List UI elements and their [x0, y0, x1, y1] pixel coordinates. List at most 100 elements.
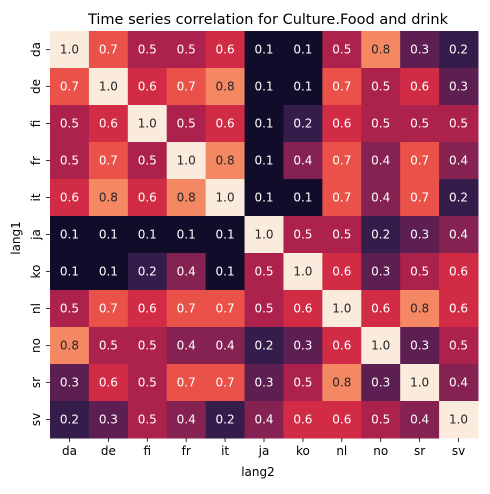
heatmap-cell-da-fi: [127, 31, 168, 69]
cell-value-label: 0.3: [410, 43, 429, 57]
cell-value-label: 0.7: [99, 154, 118, 168]
cell-value-label: 0.7: [410, 154, 429, 168]
y-tick-label: ko: [29, 265, 43, 279]
cell-value-label: 0.3: [293, 339, 312, 353]
cell-value-label: 1.0: [254, 228, 273, 242]
cell-value-label: 1.0: [371, 339, 390, 353]
heatmap-cell-it-de: [88, 179, 129, 217]
heatmap-cell-de-sr: [400, 68, 440, 106]
x-tick-label: da: [62, 444, 77, 458]
heatmap-cell-ja-fr: [166, 216, 207, 254]
cell-value-label: 1.0: [177, 154, 196, 168]
heatmap-cell-nl-ko: [283, 290, 323, 328]
cell-value-label: 0.5: [449, 339, 468, 353]
heatmap-cell-fr-da: [50, 142, 90, 180]
cell-value-label: 1.0: [99, 80, 118, 94]
heatmap-cell-fr-ko: [283, 142, 323, 180]
heatmap-cell-sv-it: [205, 401, 246, 439]
cell-value-label: 0.7: [216, 376, 235, 390]
cell-value-label: 0.3: [254, 376, 273, 390]
heatmap-cell-fr-no: [361, 142, 401, 180]
heatmap-cell-ja-no: [361, 216, 401, 254]
y-axis-ticks: da de fi fr it ja ko nl no sr sv: [29, 42, 50, 426]
heatmap-cell-da-da: [50, 31, 90, 69]
heatmap-cell-no-it: [205, 327, 246, 365]
cell-value-label: 0.8: [332, 376, 351, 390]
heatmap-cell-it-nl: [322, 179, 362, 217]
cell-value-label: 0.6: [293, 413, 312, 427]
cell-value-label: 0.6: [449, 265, 468, 279]
heatmap-cell-fr-nl: [322, 142, 362, 180]
heatmap-cell-ja-ja: [244, 216, 284, 254]
cell-value-label: 0.1: [254, 117, 273, 131]
heatmap-cell-ko-fi: [127, 253, 168, 291]
heatmap-cell-no-sr: [400, 327, 440, 365]
heatmap-cell-ja-ko: [283, 216, 323, 254]
heatmap-cell-ko-sr: [400, 253, 440, 291]
cell-value-label: 0.3: [410, 339, 429, 353]
heatmap-cell-da-de: [88, 31, 129, 69]
cell-value-label: 0.6: [99, 376, 118, 390]
heatmap-cell-ko-no: [361, 253, 401, 291]
cell-value-label: 0.4: [177, 339, 196, 353]
heatmap-cell-sr-fi: [127, 364, 168, 402]
cell-value-label: 1.0: [332, 302, 351, 316]
heatmap-cell-sv-fi: [127, 401, 168, 439]
heatmap-cell-sr-ja: [244, 364, 284, 402]
cell-value-label: 1.0: [293, 265, 312, 279]
heatmap-cell-sv-de: [88, 401, 129, 439]
heatmap-cell-nl-sr: [400, 290, 440, 328]
cell-value-label: 0.6: [99, 117, 118, 131]
heatmap-cell-sr-no: [361, 364, 401, 402]
cell-value-label: 0.7: [177, 302, 196, 316]
cell-value-label: 0.5: [254, 265, 273, 279]
y-tick-label: de: [29, 79, 43, 94]
heatmap-cell-fi-ko: [283, 105, 323, 143]
cell-value-label: 0.5: [254, 302, 273, 316]
cell-value-label: 0.6: [332, 265, 351, 279]
x-tick-label: no: [373, 444, 388, 458]
heatmap-cell-ko-ja: [244, 253, 284, 291]
cell-value-label: 0.2: [449, 191, 468, 205]
cell-value-label: 0.6: [60, 191, 79, 205]
cell-value-label: 0.7: [332, 191, 351, 205]
cell-value-label: 0.5: [60, 302, 79, 316]
cell-value-label: 0.1: [254, 43, 273, 57]
heatmap-cell-de-sv: [439, 68, 479, 106]
heatmap-cell-de-no: [361, 68, 401, 106]
heatmap-cell-de-da: [50, 68, 90, 106]
heatmap-cell-da-no: [361, 31, 401, 69]
cell-value-label: 0.6: [138, 80, 157, 94]
heatmap-cell-no-fi: [127, 327, 168, 365]
heatmap-cell-ko-it: [205, 253, 246, 291]
heatmap-cell-de-de: [88, 68, 129, 106]
heatmap-cell-sv-no: [361, 401, 401, 439]
cell-value-label: 0.6: [371, 302, 390, 316]
cell-value-label: 0.5: [138, 413, 157, 427]
cell-value-label: 1.0: [449, 413, 468, 427]
y-tick-label: fr: [29, 156, 43, 165]
heatmap-cell-sv-da: [50, 401, 90, 439]
heatmap-cell-fi-nl: [322, 105, 362, 143]
heatmap-cell-nl-ja: [244, 290, 284, 328]
heatmap-cell-ko-sv: [439, 253, 479, 291]
cell-value-label: 0.5: [410, 265, 429, 279]
y-tick-label: fi: [29, 120, 43, 128]
heatmap-cell-de-ko: [283, 68, 323, 106]
y-tick-label: no: [29, 338, 43, 353]
cell-value-label: 0.3: [410, 228, 429, 242]
heatmap-cell-nl-sv: [439, 290, 479, 328]
heatmap-cell-de-ja: [244, 68, 284, 106]
cell-value-label: 0.5: [293, 228, 312, 242]
heatmap-cell-ko-fr: [166, 253, 207, 291]
cell-value-label: 0.3: [371, 265, 390, 279]
cell-value-label: 0.8: [410, 302, 429, 316]
cell-value-label: 0.2: [449, 43, 468, 57]
heatmap-cell-fr-it: [205, 142, 246, 180]
cell-value-label: 0.5: [60, 154, 79, 168]
heatmap-cell-de-nl: [322, 68, 362, 106]
y-tick-label: ja: [29, 229, 43, 241]
cell-value-label: 0.5: [332, 43, 351, 57]
heatmap-cell-fi-ja: [244, 105, 284, 143]
